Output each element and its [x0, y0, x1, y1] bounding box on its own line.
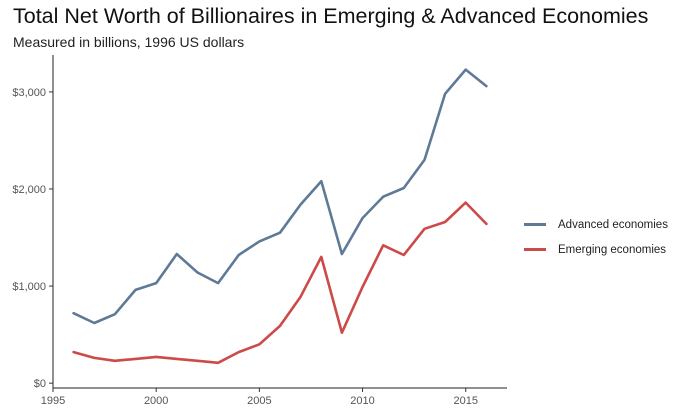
legend-label-emerging: Emerging economies [558, 243, 667, 256]
legend-label-advanced: Advanced economies [558, 218, 668, 231]
y-tick-label: $0 [34, 378, 46, 390]
x-tick-label: 2005 [247, 395, 271, 407]
legend-swatch-advanced [524, 223, 546, 226]
chart-subtitle: Measured in billions, 1996 US dollars [13, 34, 245, 50]
x-tick-label: 2010 [350, 395, 374, 407]
y-tick-label: $1,000 [12, 281, 46, 293]
legend-swatch-emerging [524, 248, 546, 251]
y-tick-label: $2,000 [12, 184, 46, 196]
x-tick-label: 2015 [453, 395, 477, 407]
legend-item-emerging: Emerging economies [524, 237, 668, 262]
legend: Advanced economies Emerging economies [524, 212, 668, 262]
series-line-advanced [72, 68, 488, 325]
axes: $0 $1,000 $2,000 $3,000 1995 2000 2005 2010 2015 [12, 55, 507, 407]
series-line-emerging [72, 201, 488, 365]
chart-title: Total Net Worth of Billionaires in Emerg… [13, 4, 649, 28]
series-lines [72, 68, 488, 365]
y-tick-label: $3,000 [12, 87, 46, 99]
legend-item-advanced: Advanced economies [524, 212, 668, 237]
x-tick-label: 1995 [41, 395, 65, 407]
x-tick-label: 2000 [144, 395, 168, 407]
